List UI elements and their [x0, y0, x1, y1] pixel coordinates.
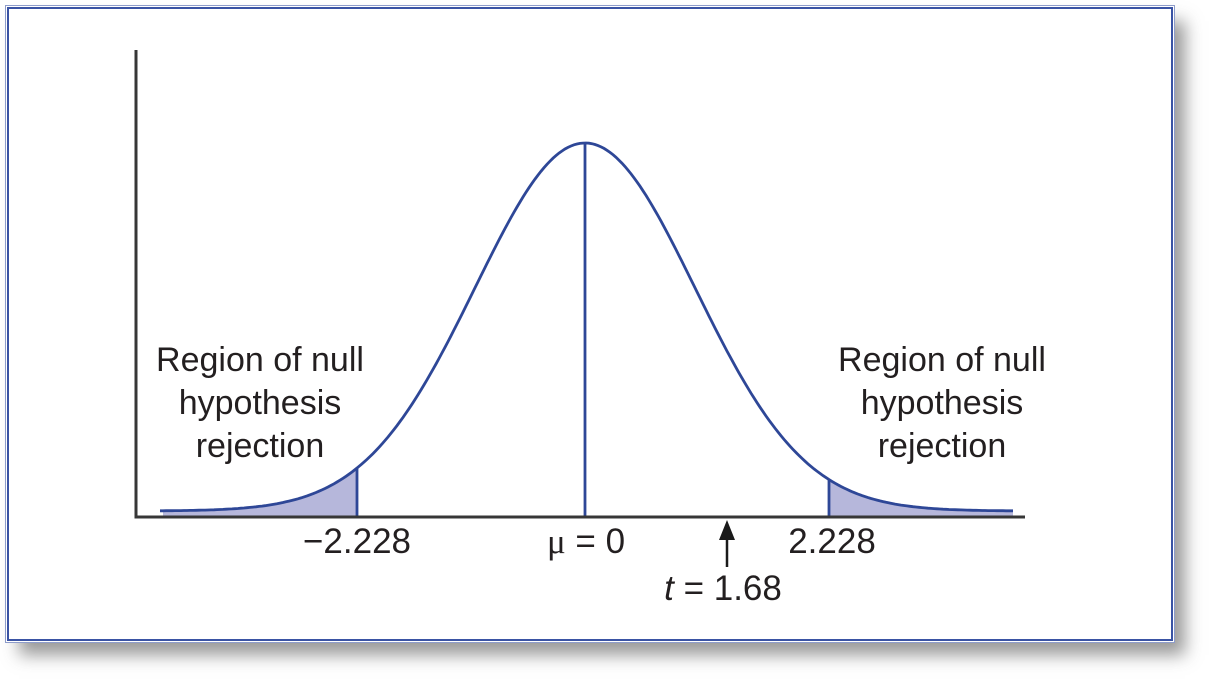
bell-curve	[160, 141, 1013, 513]
label-line: hypothesis	[860, 384, 1024, 422]
t-symbol: t	[664, 569, 674, 608]
up-arrow-icon	[719, 520, 735, 540]
mean-label: μ = 0	[506, 521, 666, 563]
label-line: Region of null	[838, 341, 1046, 379]
label-line: Region of null	[156, 341, 364, 379]
mu-symbol: μ	[546, 522, 566, 561]
figure-canvas: Region of null hypothesis rejection Regi…	[9, 9, 1171, 639]
t-value-arrow	[719, 520, 735, 567]
observed-t-label: t = 1.68	[643, 568, 803, 610]
t-value: = 1.68	[673, 569, 782, 608]
left-critical-value-label: −2.228	[302, 522, 412, 561]
right-rejection-label: Region of null hypothesis rejection	[814, 339, 1070, 468]
label-line: rejection	[195, 427, 325, 465]
left-rejection-region-fill	[163, 468, 357, 517]
mean-value: = 0	[565, 522, 626, 561]
label-line: hypothesis	[178, 384, 342, 422]
distribution-plot	[134, 50, 1025, 567]
right-rejection-region-fill	[829, 479, 1013, 517]
right-critical-value-label: 2.228	[788, 522, 876, 561]
left-rejection-label: Region of null hypothesis rejection	[132, 339, 388, 468]
label-line: rejection	[877, 427, 1007, 465]
figure-frame: Region of null hypothesis rejection Regi…	[7, 7, 1173, 641]
